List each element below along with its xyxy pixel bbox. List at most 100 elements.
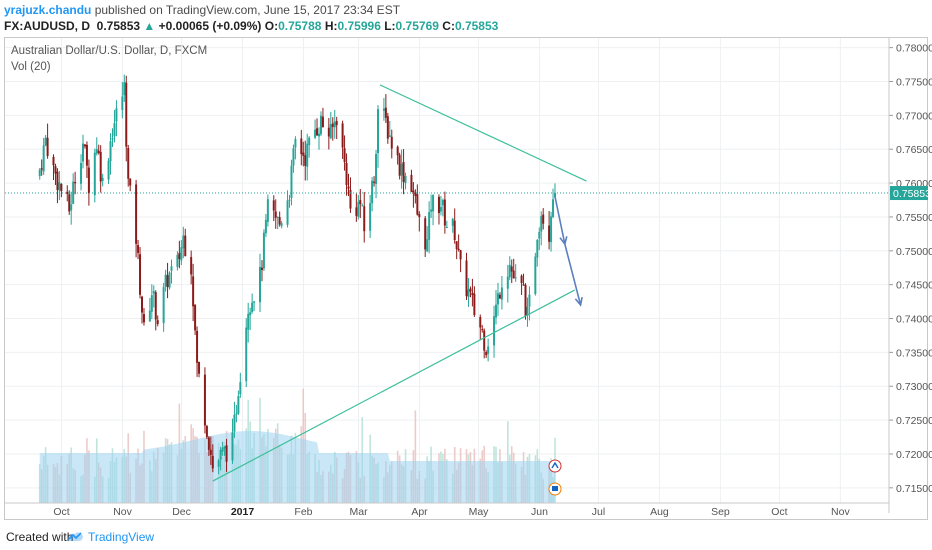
- candle-body: [148, 310, 151, 322]
- candle-body: [428, 212, 431, 240]
- candle-body: [68, 194, 71, 212]
- candle-body: [363, 206, 366, 232]
- candle-body: [308, 137, 311, 146]
- chart-frame[interactable]: [4, 37, 928, 520]
- candle-body: [223, 446, 226, 449]
- candle-body: [56, 171, 59, 190]
- candle-body: [125, 82, 128, 147]
- x-tick-label: Nov: [113, 506, 132, 518]
- low-value: 0.75769: [395, 19, 439, 33]
- candle-body: [487, 346, 490, 354]
- candle-body: [430, 209, 433, 212]
- candle-body: [300, 138, 303, 155]
- economic-event-icon: [548, 459, 562, 473]
- last-price: 0.75853: [96, 19, 141, 33]
- candle-body: [451, 218, 454, 226]
- candle-body: [402, 162, 405, 182]
- candle-body: [249, 312, 252, 316]
- candle-body: [398, 154, 401, 176]
- candle-body: [225, 445, 228, 462]
- candle-body: [115, 108, 118, 122]
- author-link[interactable]: yrajuzk.chandu: [4, 3, 92, 17]
- candle-body: [231, 432, 234, 461]
- candle-body: [327, 127, 330, 137]
- open-label: O:: [264, 19, 279, 33]
- x-tick-label: Mar: [349, 506, 368, 518]
- price-chart[interactable]: 0.780000.775000.770000.765000.760000.755…: [0, 0, 932, 522]
- candle-body: [154, 292, 157, 320]
- x-tick-label: Oct: [771, 506, 787, 518]
- y-tick-label: 0.75000: [896, 246, 932, 258]
- resistance-trendline: [379, 84, 587, 182]
- candle-body: [164, 274, 167, 287]
- candle-body: [87, 167, 90, 194]
- candle-body: [247, 313, 250, 330]
- candle-body: [335, 120, 338, 126]
- candle-body: [498, 294, 501, 299]
- candle-body: [40, 168, 43, 170]
- candle-body: [520, 275, 523, 283]
- open-value: 0.75788: [278, 19, 322, 33]
- high-value: 0.75996: [337, 19, 381, 33]
- candle-body: [524, 284, 527, 317]
- candle-body: [152, 291, 155, 294]
- candle-body: [205, 426, 208, 437]
- last-price-label: 0.75853: [893, 188, 931, 200]
- candle-body: [274, 211, 277, 218]
- candle-body: [42, 145, 45, 172]
- symbol-label: FX:AUDUSD, D: [4, 19, 90, 33]
- candle-body: [390, 136, 393, 149]
- y-tick-label: 0.72500: [896, 415, 932, 427]
- candle-body: [99, 151, 102, 182]
- candle-body: [52, 156, 55, 166]
- candle-body: [278, 217, 281, 225]
- candle-body: [375, 153, 378, 184]
- candle-body: [219, 449, 222, 460]
- candle-body: [290, 165, 293, 198]
- candle-body: [54, 166, 57, 174]
- news-flag-icon: [552, 486, 559, 491]
- candle-body: [60, 183, 63, 192]
- candle-body: [46, 137, 49, 156]
- y-tick-label: 0.77500: [896, 77, 932, 89]
- candle-body: [168, 272, 171, 288]
- candle-body: [357, 201, 360, 217]
- candle-body: [127, 147, 130, 179]
- candle-body: [528, 294, 531, 307]
- candle-body: [485, 351, 488, 356]
- candle-body: [142, 314, 145, 323]
- y-tick-label: 0.74500: [896, 280, 932, 292]
- candle-body: [251, 302, 254, 312]
- candle-body: [203, 374, 206, 426]
- candle-body: [150, 295, 153, 312]
- candle-body: [493, 316, 496, 346]
- candle-body: [343, 148, 346, 163]
- x-tick-label: Nov: [831, 506, 850, 518]
- candle-body: [140, 296, 143, 313]
- x-tick-label: Aug: [650, 506, 669, 518]
- candle-body: [107, 160, 110, 180]
- x-tick-label: Jul: [592, 506, 605, 518]
- arrow-head-icon: [574, 296, 583, 307]
- candle-body: [302, 152, 305, 156]
- candle-body: [443, 199, 446, 226]
- candle-body: [95, 149, 98, 154]
- volume-bar: [414, 410, 417, 503]
- candle-body: [359, 199, 362, 205]
- candle-body: [245, 327, 248, 382]
- price-axis: 0.780000.775000.770000.765000.760000.755…: [888, 38, 932, 513]
- y-tick-label: 0.73000: [896, 381, 932, 393]
- candle-body: [259, 266, 262, 303]
- candle-body: [211, 455, 214, 469]
- event-flag-icon: [551, 461, 559, 469]
- candle-body: [221, 447, 224, 452]
- candle-body: [74, 181, 77, 184]
- candle-body: [465, 260, 468, 297]
- candle-body: [237, 396, 240, 414]
- candle-body: [182, 235, 185, 249]
- y-tick-label: 0.75500: [896, 212, 932, 224]
- candle-body: [156, 320, 159, 324]
- candle-body: [70, 204, 73, 211]
- candle-body: [162, 287, 165, 324]
- tradingview-link[interactable]: TradingView: [88, 530, 155, 544]
